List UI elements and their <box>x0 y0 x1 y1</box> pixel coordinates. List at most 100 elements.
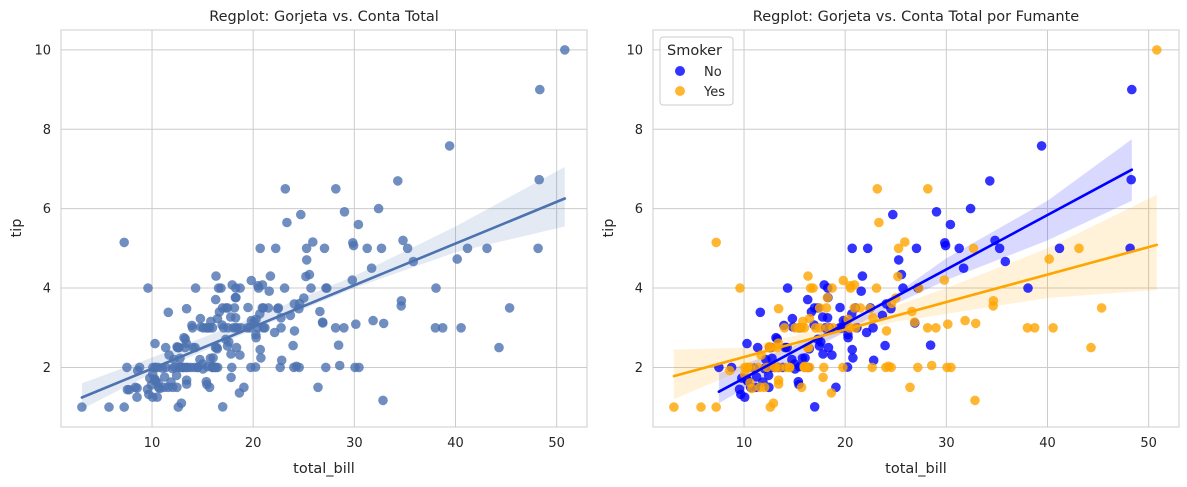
data-point-all <box>270 243 281 254</box>
data-point-no <box>888 209 898 220</box>
data-point-yes <box>1044 254 1054 264</box>
data-point-all <box>77 402 87 412</box>
y-tick-label: 2 <box>635 361 643 376</box>
data-point-yes <box>872 184 883 194</box>
data-point-yes <box>747 383 757 394</box>
data-point-yes <box>799 323 810 333</box>
data-point-yes <box>867 362 877 373</box>
data-point-no <box>823 342 834 353</box>
x-tick-label: 50 <box>1140 436 1157 451</box>
data-point-yes <box>745 362 756 373</box>
data-point-all <box>181 303 192 314</box>
data-point-no <box>1000 256 1011 267</box>
regplot-total-chart: 10 20 30 40 50 2 4 6 8 10 Regplot: Gorjeta vs. C… <box>9 9 588 477</box>
data-point-all <box>172 382 182 393</box>
y-axis-label: tip <box>601 219 617 238</box>
data-point-yes <box>818 372 828 383</box>
data-point-yes <box>838 275 849 286</box>
data-point-all <box>222 303 233 313</box>
data-point-yes <box>814 303 825 313</box>
data-point-all <box>119 237 129 248</box>
data-point-all <box>226 372 236 383</box>
x-tick-label: 30 <box>938 436 955 451</box>
data-point-no <box>1023 283 1033 293</box>
data-point-all <box>273 303 284 313</box>
data-point-no <box>809 402 820 412</box>
data-point-all <box>231 292 241 303</box>
x-axis-label: total_bill <box>885 461 947 477</box>
data-point-yes <box>1048 323 1058 333</box>
data-point-all <box>373 203 384 214</box>
data-point-no <box>848 353 858 363</box>
x-tick-labels: 10 20 30 40 50 <box>144 436 565 451</box>
data-point-no <box>1036 141 1047 151</box>
data-point-yes <box>796 382 807 393</box>
data-point-no <box>954 243 964 254</box>
x-tick-label: 20 <box>837 436 854 451</box>
data-point-yes <box>931 323 941 333</box>
data-point-all <box>393 176 403 186</box>
data-point-yes <box>946 362 956 373</box>
ci-band-yes <box>673 194 1157 400</box>
data-point-all <box>250 362 261 372</box>
data-point-yes <box>909 317 920 328</box>
data-point-no <box>847 243 857 254</box>
data-point-all <box>264 286 275 297</box>
data-point-yes <box>773 338 784 349</box>
data-point-all <box>306 283 316 293</box>
data-point-all <box>321 362 331 373</box>
data-point-yes <box>943 319 953 330</box>
data-point-yes <box>913 362 923 373</box>
data-point-all <box>171 370 182 381</box>
data-point-all <box>134 362 145 373</box>
data-point-all <box>504 303 515 313</box>
data-point-no <box>802 294 813 305</box>
data-point-no <box>931 207 942 217</box>
data-point-all <box>235 283 245 293</box>
legend-title: Smoker <box>667 43 722 59</box>
data-point-no <box>1054 243 1065 254</box>
data-point-no <box>787 313 798 324</box>
data-point-all <box>437 323 448 333</box>
data-point-no <box>868 323 878 333</box>
data-point-no <box>985 176 995 186</box>
x-axis-label: total_bill <box>293 461 355 477</box>
data-point-no <box>822 313 833 323</box>
data-point-all <box>315 306 325 317</box>
data-point-yes <box>759 382 770 393</box>
data-point-yes <box>900 237 910 247</box>
data-point-yes <box>1074 243 1084 254</box>
data-point-yes <box>724 365 735 376</box>
data-point-all <box>229 303 240 313</box>
data-point-all <box>535 84 545 95</box>
data-point-all <box>319 243 330 254</box>
data-point-all <box>362 243 373 254</box>
y-tick-label: 4 <box>43 282 51 297</box>
plot-area <box>652 29 1180 428</box>
data-point-all <box>104 402 114 412</box>
data-point-no <box>755 307 766 318</box>
y-tick-labels: 2 4 6 8 10 <box>626 43 643 376</box>
data-point-all <box>239 382 249 393</box>
data-point-all <box>333 340 344 351</box>
y-tick-label: 10 <box>626 43 643 58</box>
data-point-all <box>402 243 413 254</box>
data-point-all <box>279 283 290 293</box>
data-point-no <box>835 302 845 313</box>
data-point-all <box>452 254 463 264</box>
data-point-all <box>301 255 312 265</box>
data-point-yes <box>773 375 784 386</box>
data-point-all <box>351 319 361 330</box>
data-point-all <box>195 313 206 324</box>
data-point-yes <box>1086 342 1096 353</box>
data-point-all <box>255 344 265 355</box>
data-point-all <box>181 338 192 349</box>
data-point-all <box>224 337 234 347</box>
data-point-yes <box>886 362 896 373</box>
data-point-yes <box>970 395 980 406</box>
data-point-yes <box>855 303 866 313</box>
data-point-yes <box>960 315 970 326</box>
x-tick-label: 10 <box>736 436 753 451</box>
data-point-yes <box>838 362 848 373</box>
